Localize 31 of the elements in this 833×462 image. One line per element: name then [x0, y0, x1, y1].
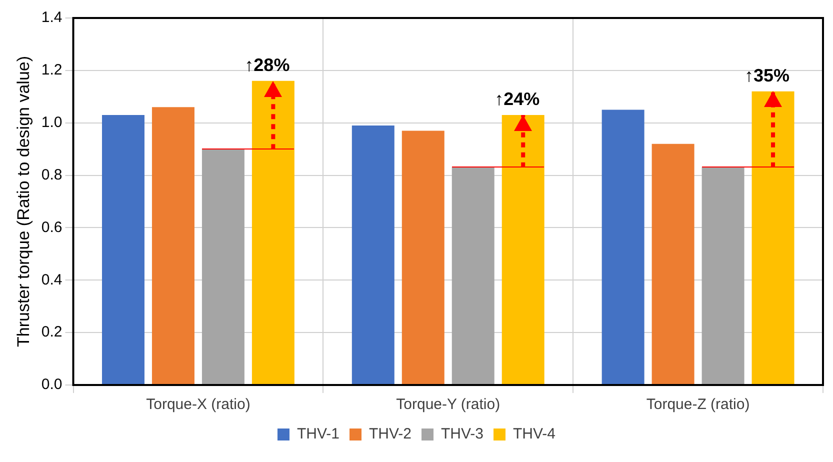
bar [702, 167, 744, 384]
legend-label: THV-2 [368, 426, 412, 443]
legend-label: THV-4 [513, 426, 556, 443]
bar [402, 130, 444, 384]
annotation: ↑28% [244, 54, 290, 75]
annotation: ↑24% [494, 88, 540, 109]
bar [452, 167, 494, 384]
y-tick-label: 0.0 [41, 376, 62, 394]
x-tick-label: Torque-Y (ratio) [396, 396, 500, 414]
y-tick-label: 0.6 [41, 218, 62, 236]
bar [252, 80, 294, 384]
bar [202, 149, 244, 384]
bar [602, 110, 644, 384]
bar [652, 144, 694, 384]
bar [352, 125, 394, 384]
x-tick-label: Torque-Z (ratio) [646, 396, 750, 414]
bar [102, 114, 144, 384]
y-tick-label: 0.4 [41, 271, 62, 288]
legend-label: THV-1 [296, 426, 340, 443]
y-axis-title: Thruster torque (Ratio to design value) [14, 56, 33, 348]
y-tick-label: 1.4 [41, 9, 62, 26]
legend-label: THV-3 [441, 426, 484, 443]
bar [152, 107, 194, 384]
x-tick-label: Torque-X (ratio) [146, 396, 250, 414]
y-tick-label: 0.8 [41, 166, 62, 184]
y-tick-label: 1.2 [41, 62, 62, 79]
y-tick-label: 0.2 [41, 324, 62, 341]
bar [502, 114, 544, 384]
bar [752, 91, 794, 384]
y-tick-label: 1.0 [41, 114, 62, 131]
annotation: ↑35% [744, 65, 790, 86]
